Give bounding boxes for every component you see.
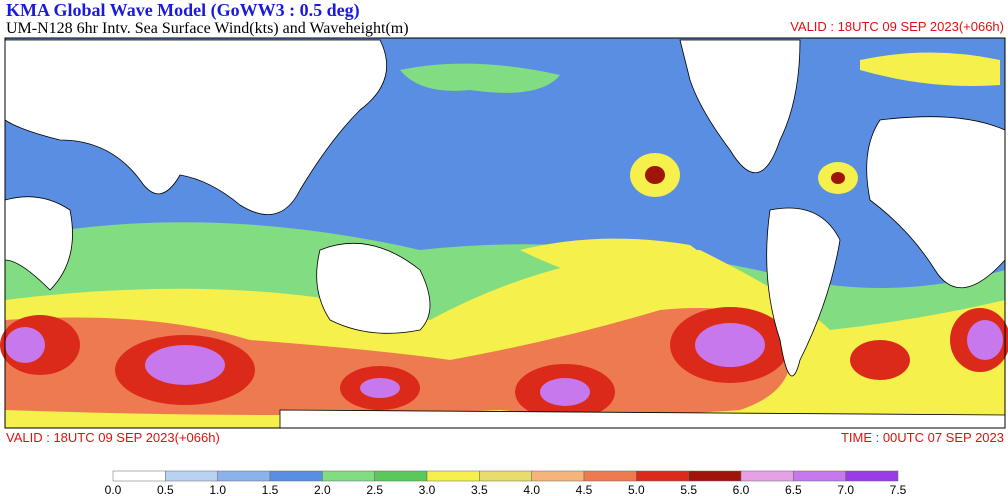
colorbar-label: 1.0: [209, 483, 226, 496]
colorbar-segment: [165, 470, 218, 482]
storm: [540, 378, 590, 406]
colorbar-segment: [583, 470, 637, 482]
storm: [145, 345, 225, 385]
colorbar-segment: [269, 470, 323, 482]
storm: [850, 340, 910, 380]
colorbar-label: 3.5: [471, 483, 488, 496]
storm: [645, 166, 665, 184]
colorbar-segment: [426, 470, 480, 482]
colorbar-label: 7.0: [837, 483, 854, 496]
map-frame: [4, 37, 1006, 429]
colorbar-label: 2.5: [366, 483, 383, 496]
colorbar-segment: [112, 470, 166, 482]
time-label: TIME : 00UTC 07 SEP 2023: [841, 430, 1004, 445]
land: [766, 207, 841, 377]
map: [0, 37, 1008, 429]
colorbar-segment: [322, 470, 375, 482]
colorbar-segment: [845, 470, 899, 482]
colorbar-label: 4.0: [523, 483, 540, 496]
storm: [967, 320, 1003, 360]
storm: [695, 323, 765, 367]
band: [520, 238, 718, 300]
colorbar-label: 6.0: [733, 483, 750, 496]
land: [679, 39, 801, 173]
land: [316, 242, 431, 334]
colorbar-segment: [636, 470, 689, 482]
colorbar-segment: [740, 470, 794, 482]
colorbar-segment: [793, 470, 846, 482]
storm: [360, 378, 400, 398]
subtitle: UM-N128 6hr Intv. Sea Surface Wind(kts) …: [6, 20, 409, 37]
colorbar-segment: [479, 470, 532, 482]
land: [4, 39, 387, 215]
colorbar: 0.0 0.5 1.0 1.5 2.0 2.5 3.0 3.5 4.0 4.5 5.0 5.5 6.0 6…: [105, 470, 907, 496]
colorbar-segment: [374, 470, 428, 482]
land: [4, 196, 73, 291]
colorbar-label: 6.5: [785, 483, 802, 496]
band: [860, 52, 1000, 86]
storm: [5, 327, 45, 363]
valid-bottom: VALID : 18UTC 09 SEP 2023(+066h): [6, 430, 220, 445]
colorbar-label: 0.0: [105, 483, 122, 496]
colorbar-label: 1.5: [262, 483, 279, 496]
colorbar-label: 5.5: [680, 483, 697, 496]
colorbar-label: 5.0: [628, 483, 645, 496]
colorbar-label: 7.5: [890, 483, 907, 496]
band: [400, 63, 560, 93]
valid-top: VALID : 18UTC 09 SEP 2023(+066h): [790, 19, 1004, 34]
colorbar-label: 0.5: [157, 483, 174, 496]
colorbar-label: 4.5: [576, 483, 593, 496]
title: KMA Global Wave Model (GoWW3 : 0.5 deg): [6, 0, 360, 21]
colorbar-segment: [217, 470, 271, 482]
storm: [831, 172, 845, 184]
colorbar-segment: [531, 470, 585, 482]
colorbar-label: 3.0: [419, 483, 436, 496]
land: [866, 116, 1006, 288]
colorbar-segment: [688, 470, 742, 482]
colorbar-label: 2.0: [314, 483, 331, 496]
